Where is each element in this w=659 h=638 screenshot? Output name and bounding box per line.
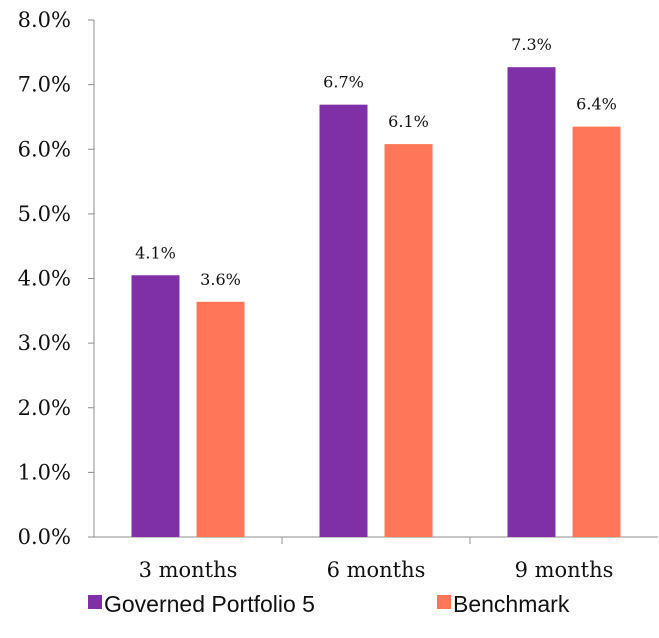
data-label: 3.6% (200, 270, 241, 289)
legend-label: Governed Portfolio 5 (104, 591, 315, 617)
bar (572, 126, 621, 537)
data-label: 7.3% (511, 35, 552, 54)
y-tick-label: 6.0% (18, 137, 71, 161)
bar (196, 301, 245, 537)
data-label: 6.1% (388, 112, 429, 131)
data-label: 4.1% (135, 243, 176, 262)
data-label: 6.4% (576, 95, 617, 114)
legend-swatch (88, 595, 102, 609)
bar (507, 67, 556, 538)
legend-label: Benchmark (453, 591, 570, 617)
bar (319, 104, 368, 537)
x-category-label: 9 months (515, 558, 614, 582)
y-tick-label: 8.0% (18, 8, 71, 32)
y-tick-label: 2.0% (18, 396, 71, 420)
y-tick-label: 4.0% (18, 267, 71, 291)
data-label: 6.7% (323, 73, 364, 92)
bar (131, 275, 180, 537)
legend-swatch (437, 595, 451, 609)
x-category-label: 6 months (327, 558, 426, 582)
y-tick-label: 3.0% (18, 331, 71, 355)
bar (384, 144, 433, 537)
y-tick-label: 5.0% (18, 202, 71, 226)
y-tick-label: 0.0% (18, 525, 71, 549)
x-category-label: 3 months (139, 558, 238, 582)
y-tick-label: 1.0% (18, 460, 71, 484)
y-tick-label: 7.0% (18, 73, 71, 97)
